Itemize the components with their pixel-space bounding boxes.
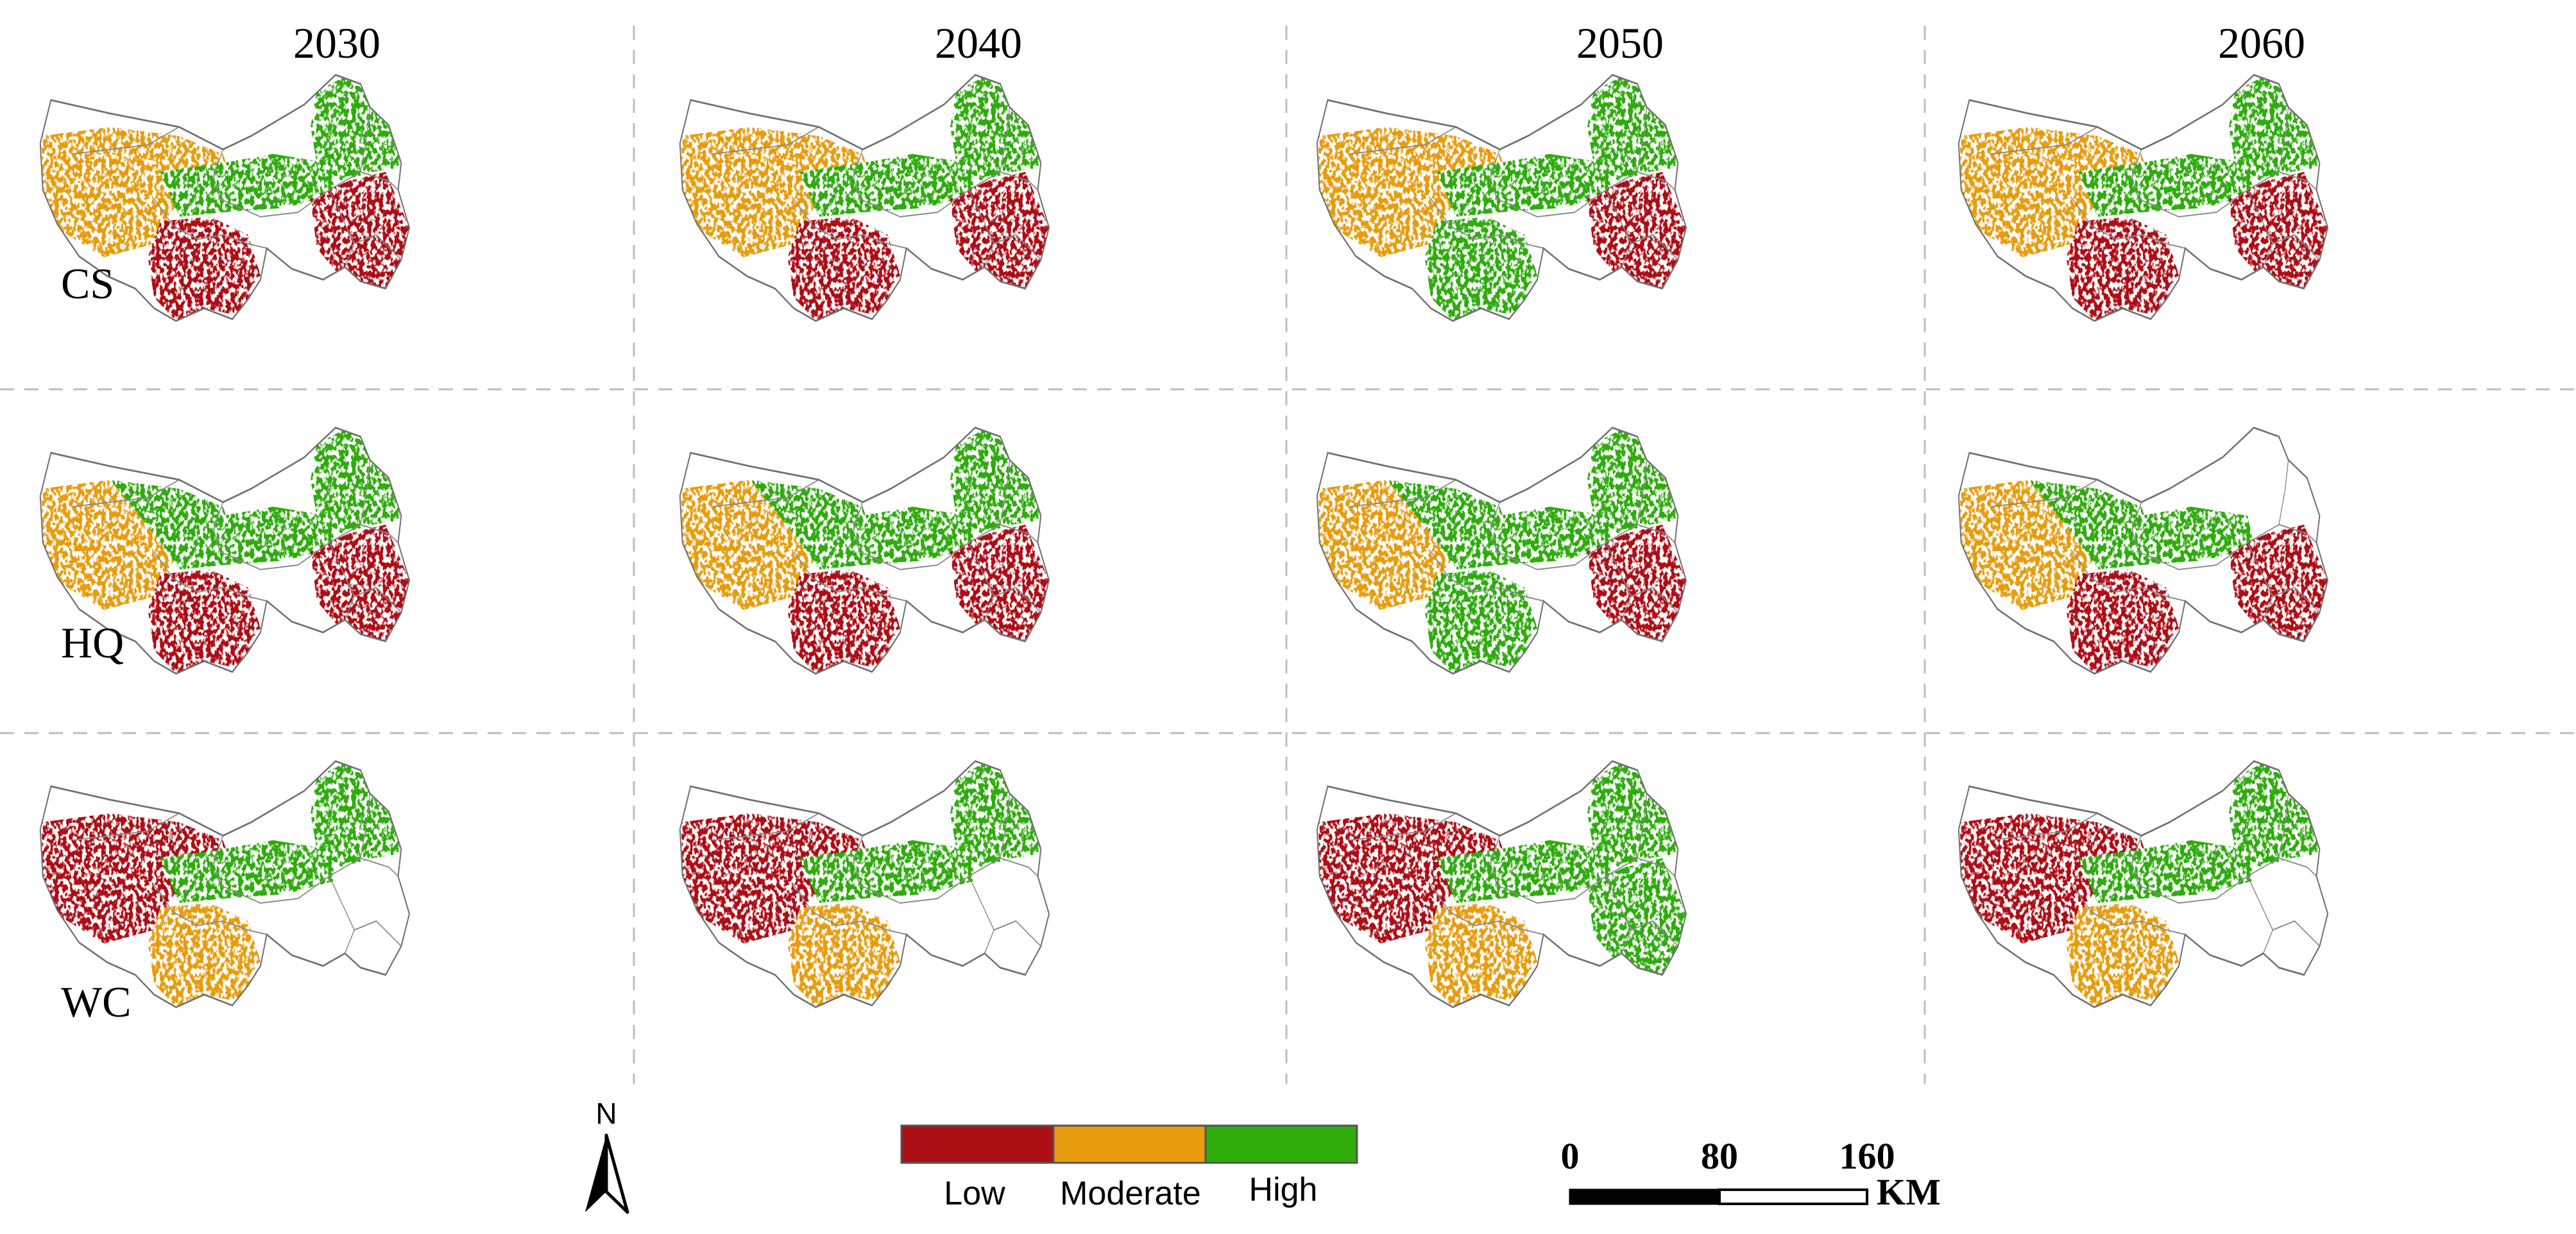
zone-northeast (950, 761, 1041, 867)
zone-central_south (148, 902, 261, 1008)
zone-central_south (787, 902, 901, 1008)
zone-central_south (787, 216, 901, 321)
map-panel-cs-2060 (1958, 74, 2329, 322)
map-fill (1959, 480, 2328, 674)
zone-central_south (1424, 902, 1538, 1008)
north-arrow-icon (585, 1133, 629, 1214)
column-label-2060: 2060 (2218, 19, 2305, 67)
legend-label-low: Low (944, 1175, 1005, 1212)
row-labels: CS HQ WC (61, 259, 132, 1026)
zone-central_band (800, 507, 975, 570)
zone-central_band (160, 507, 336, 570)
zone-northeast (311, 427, 402, 534)
zone-central_south (148, 569, 261, 674)
zone-central_band (800, 840, 975, 903)
zone-northeast (311, 74, 402, 181)
zone-northeast (1587, 427, 1678, 534)
legend-swatch-low (900, 1124, 1055, 1164)
scale-tick-160: 160 (1839, 1135, 1895, 1177)
zone-east (950, 524, 1050, 641)
zone-central_band (2079, 840, 2254, 903)
scale-segment-white (1718, 1188, 1868, 1205)
zone-northeast (311, 761, 402, 867)
map-fill (41, 761, 402, 1008)
zone-east (1587, 171, 1687, 289)
zone-east (1587, 858, 1687, 975)
legend-swatch-moderate (1052, 1124, 1207, 1164)
zone-central_band (160, 840, 336, 903)
zone-east (2229, 171, 2328, 289)
zone-central_south (2066, 569, 2179, 674)
map-panel-hq-2030 (39, 427, 411, 675)
scale-unit: KM (1877, 1171, 1941, 1213)
map-fill (1318, 761, 1687, 1008)
zone-central_band (2079, 507, 2254, 570)
map-panel-hq-2060 (1958, 427, 2329, 675)
map-panel-cs-2040 (679, 74, 1050, 322)
map-fill (1318, 427, 1687, 674)
panel-separators (0, 26, 2576, 1084)
map-panel-wc-2050 (1316, 760, 1687, 1008)
map-panels (39, 74, 2329, 1008)
zone-central_south (2066, 216, 2179, 321)
north-arrow-label: N (595, 1097, 617, 1130)
column-label-2040: 2040 (935, 19, 1022, 67)
zone-central_band (1437, 507, 1612, 570)
zone-northeast (2229, 761, 2320, 867)
legend: Low Moderate High (900, 1124, 1358, 1212)
zone-central_band (160, 154, 336, 217)
scale-tick-80: 80 (1701, 1135, 1738, 1177)
legend-label-moderate: Moderate (1060, 1175, 1201, 1212)
legend-swatch-high (1204, 1124, 1358, 1164)
zone-central_south (1424, 569, 1538, 674)
column-label-2030: 2030 (293, 19, 380, 67)
zone-central_south (148, 216, 261, 321)
scale-segment-black (1569, 1188, 1721, 1205)
zone-east (2229, 524, 2328, 641)
map-fill (41, 74, 410, 321)
map-fill (1959, 74, 2328, 321)
zone-northeast (1587, 74, 1678, 181)
column-labels: 2030 2040 2050 2060 (293, 19, 2305, 67)
map-panel-hq-2050 (1316, 427, 1687, 675)
row-label-wc: WC (61, 977, 132, 1026)
zone-central_band (1437, 840, 1612, 903)
zone-northeast (2229, 74, 2320, 181)
zone-northeast (950, 74, 1041, 181)
map-panel-cs-2030 (39, 74, 411, 322)
map-fill (41, 427, 410, 674)
scale-tick-0: 0 (1561, 1135, 1580, 1177)
map-fill (681, 74, 1050, 321)
map-panel-cs-2050 (1316, 74, 1687, 322)
map-fill (681, 761, 1041, 1008)
zone-central_south (787, 569, 901, 674)
zone-east (1587, 524, 1687, 641)
scale-bar: 0 80 160 KM (1561, 1135, 1941, 1213)
zone-central_band (1437, 154, 1612, 217)
row-label-hq: HQ (61, 618, 124, 667)
zone-central_south (1424, 216, 1538, 321)
map-panel-wc-2040 (679, 760, 1050, 1008)
zone-east (311, 525, 410, 641)
column-label-2050: 2050 (1576, 19, 1664, 67)
zone-central_south (2066, 902, 2179, 1008)
north-arrow: N (585, 1097, 629, 1214)
zone-northeast (950, 427, 1041, 534)
row-label-cs: CS (61, 259, 114, 308)
map-fill (681, 427, 1050, 674)
zone-central_band (2079, 154, 2254, 217)
zone-northeast (1587, 761, 1678, 867)
zone-east (950, 171, 1050, 289)
legend-label-high: High (1249, 1171, 1318, 1208)
zone-central_band (800, 154, 975, 217)
map-panel-wc-2060 (1958, 760, 2329, 1008)
map-fill (1318, 74, 1687, 321)
map-panel-wc-2030 (39, 760, 411, 1008)
zone-east (311, 172, 410, 289)
map-panel-hq-2040 (679, 427, 1050, 675)
map-fill (1959, 761, 2320, 1008)
